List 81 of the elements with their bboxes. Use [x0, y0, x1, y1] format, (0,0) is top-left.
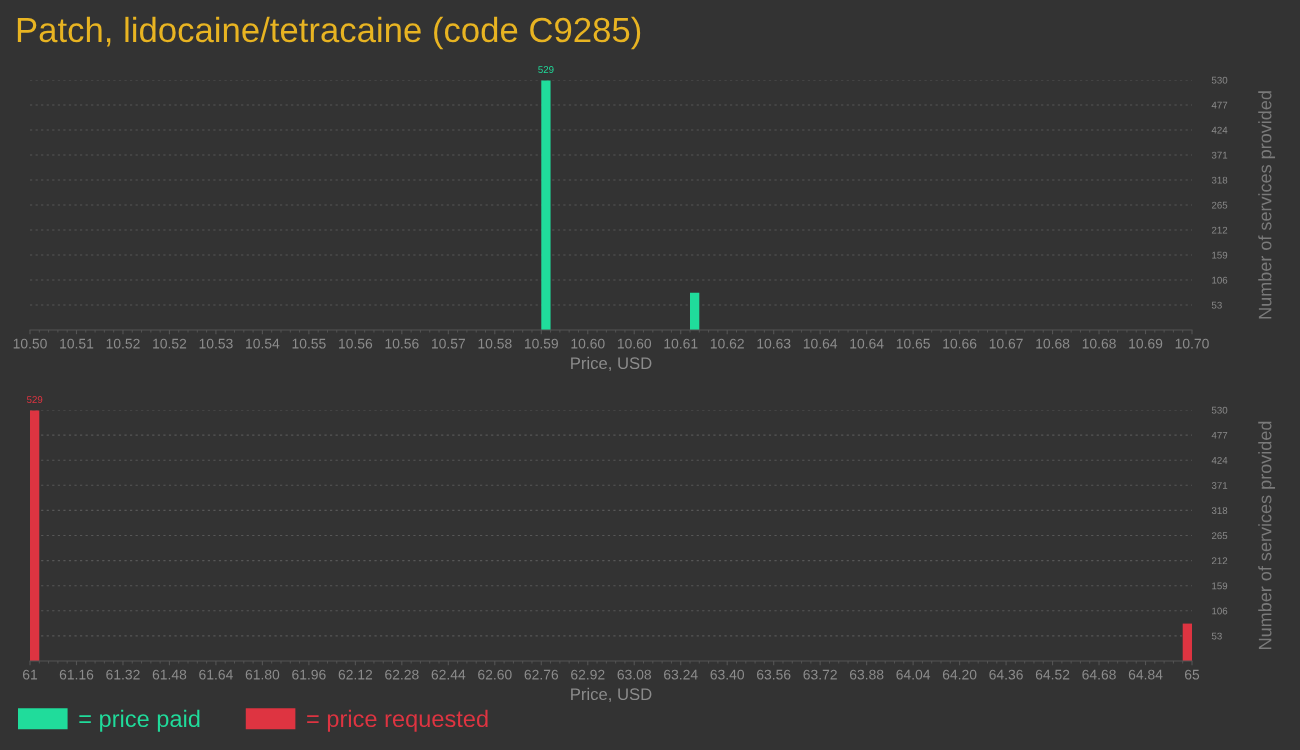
legend-label: = price paid: [79, 709, 200, 732]
x-tick-label: 10.60: [617, 338, 652, 349]
x-tick-label: 10.56: [339, 338, 373, 349]
x-tick-label: 10.68: [1036, 338, 1070, 349]
y-tick-label: 265: [1211, 201, 1228, 209]
x-tick-label: 10.60: [571, 338, 605, 349]
x-tick-label: 62.44: [431, 669, 466, 680]
x-tick-label: 10.56: [385, 338, 419, 349]
x-tick-label: 64.20: [942, 669, 977, 680]
x-tick-label: 61.96: [292, 669, 326, 680]
x-tick-label: 61.64: [199, 669, 233, 680]
x-tick-label: 10.63: [757, 338, 791, 349]
y-tick-label: 106: [1212, 276, 1228, 284]
x-tick-label: 63.72: [803, 669, 837, 680]
x-tick-label: 63.88: [849, 669, 884, 680]
x-tick-label: 10.68: [1082, 338, 1116, 349]
x-tick-label: 10.66: [943, 338, 977, 349]
x-tick-label: 10.64: [803, 338, 838, 349]
y-tick-label: 265: [1211, 532, 1228, 540]
y-tick-label: 318: [1211, 507, 1228, 515]
x-tick-label: 61.16: [59, 669, 94, 680]
x-tick-label: 64.04: [896, 669, 931, 680]
x-tick-label: 65: [1184, 669, 1200, 680]
x-tick-label: 10.57: [432, 338, 465, 349]
x-tick-label: 10.61: [664, 338, 698, 349]
x-tick-label: 10.52: [153, 338, 187, 349]
y-tick-label: 159: [1212, 251, 1228, 259]
x-tick-label: 10.62: [710, 338, 744, 349]
x-tick-label: 63.40: [710, 669, 745, 680]
x-tick-label: 61.32: [106, 669, 140, 680]
x-tick-label: 64.84: [1128, 669, 1163, 680]
y-tick-label: 477: [1211, 101, 1228, 109]
x-tick-label: 64.36: [989, 669, 1023, 680]
x-tick-label: 62.12: [338, 669, 373, 680]
x-tick-label: 64.68: [1082, 669, 1116, 680]
data-label: 529: [26, 396, 43, 403]
y-tick-label: 159: [1212, 582, 1228, 590]
x-axis-title: Price, USD: [571, 356, 652, 372]
y-tick-label: 212: [1211, 226, 1228, 234]
x-tick-label: 10.65: [896, 338, 930, 349]
x-tick-label: 10.54: [246, 338, 280, 349]
y-tick-label: 371: [1211, 151, 1228, 159]
chart-title: Patch, lidocaine/tetracaine (code C9285): [17, 16, 641, 50]
x-tick-label: 62.28: [385, 669, 419, 680]
x-tick-label: 62.92: [571, 669, 605, 680]
x-axis-title: Price, USD: [571, 687, 652, 703]
y-tick-label: 424: [1211, 126, 1228, 134]
x-tick-label: 61: [22, 669, 38, 680]
data-label: 529: [538, 66, 554, 73]
y-axis-title: Number of services provided: [1258, 91, 1276, 319]
x-tick-label: 64.52: [1035, 669, 1070, 680]
y-tick-label: 53: [1211, 632, 1222, 640]
y-tick-label: 530: [1211, 76, 1228, 84]
x-tick-label: 61.48: [152, 669, 187, 680]
x-tick-label: 63.56: [757, 669, 791, 680]
x-tick-label: 10.53: [199, 338, 233, 349]
x-tick-label: 10.69: [1129, 338, 1163, 349]
y-tick-label: 371: [1211, 482, 1228, 489]
x-tick-label: 10.59: [524, 338, 558, 349]
y-tick-label: 530: [1211, 406, 1228, 414]
x-tick-label: 63.08: [617, 669, 652, 680]
x-tick-label: 10.55: [292, 338, 326, 349]
x-tick-label: 63.24: [664, 669, 698, 680]
x-tick-label: 10.51: [60, 338, 94, 349]
y-axis-title: Number of services provided: [1258, 421, 1276, 649]
x-tick-label: 10.58: [478, 338, 512, 349]
x-tick-label: 62.60: [478, 669, 512, 680]
x-tick-label: 61.80: [245, 669, 280, 680]
legend-label: = price requested: [307, 709, 488, 732]
x-tick-label: 10.52: [106, 338, 140, 349]
y-tick-label: 424: [1211, 456, 1228, 464]
x-tick-label: 10.64: [850, 338, 884, 349]
y-tick-label: 53: [1211, 301, 1222, 309]
y-tick-label: 212: [1211, 557, 1228, 565]
y-tick-label: 318: [1211, 176, 1228, 184]
x-tick-label: 10.67: [989, 338, 1023, 349]
y-tick-label: 477: [1211, 431, 1228, 439]
x-tick-label: 62.76: [524, 669, 559, 680]
x-tick-label: 10.50: [13, 338, 47, 349]
y-tick-label: 106: [1212, 607, 1228, 615]
x-tick-label: 10.70: [1175, 338, 1209, 349]
